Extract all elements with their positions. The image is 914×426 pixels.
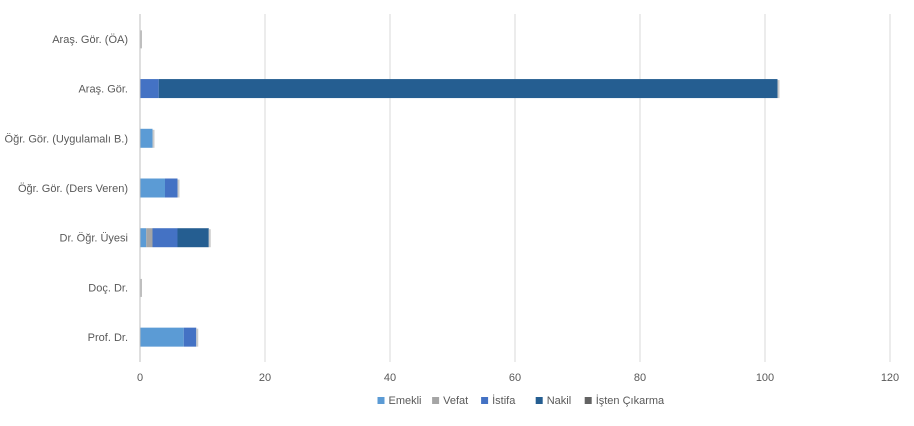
bar-edge-shadow: [208, 229, 211, 248]
axes: 0 20 40 60 80 100 120 Araş. Gör. (ÖA) Araş. Gör.…: [5, 14, 899, 384]
legend-label: Emekli: [389, 395, 422, 407]
legend-label: Nakil: [547, 395, 571, 407]
category-label: Prof. Dr.: [88, 332, 128, 344]
legend-label: İstifa: [492, 394, 516, 407]
bar-edge-shadow: [777, 80, 780, 99]
bar-segment-emekli: [140, 327, 184, 347]
legend-swatch-i̇şten-çıkarma: [584, 397, 592, 404]
category-label: Araş. Gör.: [78, 84, 128, 96]
category-label: Doç. Dr.: [88, 282, 128, 294]
legend: Emekli Vefat İstifa Nakil İşten Çıkarma: [377, 394, 665, 407]
bar-segment-i̇stifa: [152, 228, 178, 248]
x-tick-label: 100: [756, 372, 774, 384]
category-label: Dr. Öğr. Üyesi: [60, 233, 128, 245]
legend-label: Vefat: [443, 395, 468, 407]
category-label: Öğr. Gör. (Uygulamalı B.): [5, 133, 128, 145]
legend-label: İşten Çıkarma: [596, 394, 665, 407]
x-tick-label: 60: [509, 372, 521, 384]
legend-swatch-vefat: [432, 397, 440, 404]
bar-segment-i̇stifa: [183, 327, 197, 347]
bar-segment-vefat: [146, 228, 153, 248]
x-tick-label: 0: [137, 372, 143, 384]
zero-bar-marker: [140, 30, 142, 49]
x-tick-label: 80: [634, 372, 646, 384]
bar-segment-emekli: [140, 178, 165, 198]
gridlines: [139, 14, 891, 362]
bar-segment-i̇stifa: [165, 178, 178, 198]
bar-segment-nakil: [177, 228, 209, 248]
bar-edge-shadow: [177, 179, 180, 198]
legend-swatch-nakil: [535, 397, 543, 404]
bar-edge-shadow: [196, 328, 199, 347]
x-tick-label: 20: [259, 372, 271, 384]
bar-segment-emekli: [140, 228, 147, 248]
legend-swatch-emekli: [377, 397, 385, 404]
bar-segment-i̇stifa: [140, 79, 159, 99]
bar-segment-nakil: [158, 79, 778, 99]
category-label: Öğr. Gör. (Ders Veren): [18, 183, 128, 195]
bar-edge-shadow: [152, 129, 155, 148]
x-tick-label: 120: [881, 372, 899, 384]
zero-bar-marker: [140, 278, 142, 297]
bars: [140, 30, 780, 347]
legend-swatch-i̇stifa: [481, 397, 489, 404]
x-tick-label: 40: [384, 372, 396, 384]
bar-segment-emekli: [140, 128, 153, 148]
category-label: Araş. Gör. (ÖA): [52, 34, 128, 46]
